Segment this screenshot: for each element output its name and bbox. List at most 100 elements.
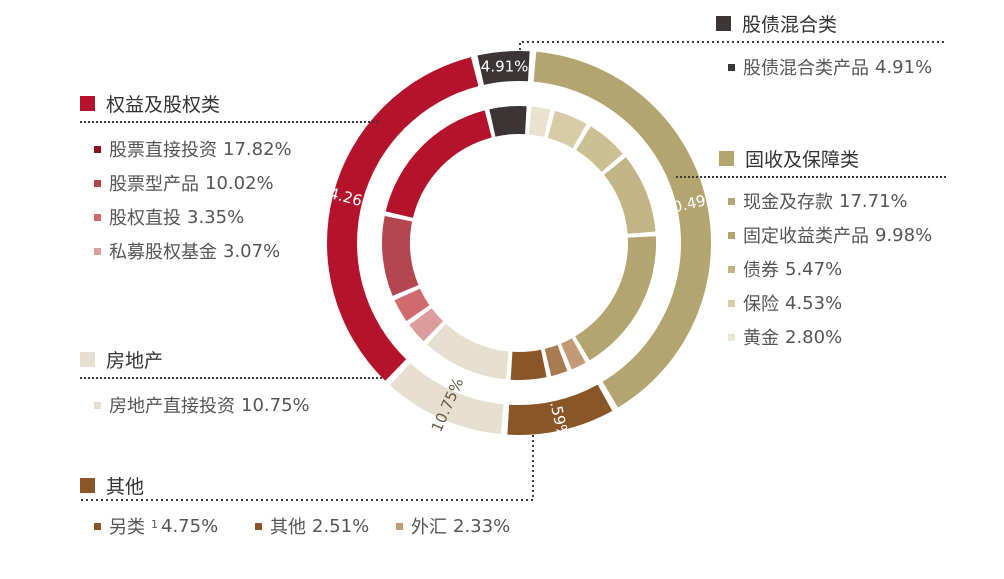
legend-item-swatch [94,213,101,221]
inner-segment-other-7 [544,344,568,377]
inner-segment-fixed-5 [575,236,656,361]
legend-item-swatch [396,522,403,530]
legend-item-swatch [728,333,735,341]
legend-item-value: 5.47% [785,258,843,280]
legend-item-label: 私募股权基金 [109,242,217,263]
inner-segment-realty-9 [427,323,509,380]
legend-group-header: 其他 [80,472,144,499]
legend-item-value: 4.75% [161,515,219,537]
legend-group-mixed: 股债混合类 [716,10,837,37]
legend-item-swatch [94,522,101,530]
inner-segment-fixed-3 [576,126,623,172]
inner-segment-other-8 [510,349,547,381]
legend-item-label: 股票直接投资 [109,140,217,161]
legend-item-label: 股债混合类产品 [743,58,869,79]
footnote-marker: 1 [151,517,158,531]
legend-item-swatch [94,179,101,187]
legend-item-value: 17.71% [839,190,908,212]
legend-item-mixed-product: 股债混合类产品 4.91% [728,54,932,80]
legend-item-fx: 外汇 2.33% [396,513,510,539]
legend-item-swatch [255,522,262,530]
legend-item-value: 3.35% [187,206,245,228]
outer-segment-equity-4 [327,57,479,381]
legend-item-stock-direct: 股票直接投资 17.82% [94,136,292,162]
legend-item-label: 现金及存款 [743,192,833,213]
legend-group-title: 房地产 [106,350,164,372]
inner-segment-fixed-1 [528,106,551,137]
legend-swatch [716,16,731,31]
legend-item-swatch [728,265,735,273]
legend-group-fixed: 固收及保障类 [719,145,859,172]
legend-swatch [80,96,95,111]
legend-group-header: 房地产 [80,346,163,373]
inner-segment-equity-13 [385,110,492,218]
inner-segment-other-6 [561,338,586,370]
legend-item-other: 其他 2.51% [255,513,369,539]
legend-item-cash: 现金及存款 17.71% [728,188,908,214]
inner-segment-mixed-0 [489,106,527,137]
legend-item-fixed-income: 固定收益类产品 9.98% [728,222,932,248]
legend-item-private-equity: 私募股权基金 3.07% [94,238,280,264]
legend-divider-realty [80,377,382,379]
legend-item-insurance: 保险 4.53% [728,290,842,316]
legend-item-bonds: 债券 5.47% [728,256,842,282]
legend-item-value: 10.75% [241,394,310,416]
legend-item-equity-direct: 股权直投 3.35% [94,204,244,230]
outer-segment-realty-3 [390,363,504,435]
legend-item-value: 4.53% [785,292,843,314]
legend-item-value: 2.51% [312,515,370,537]
legend-item-value: 9.98% [875,224,933,246]
inner-segment-equity-11 [394,288,430,322]
legend-item-label: 房地产直接投资 [109,396,235,417]
legend-swatch [80,478,95,493]
legend-group-title: 股债混合类 [742,14,838,36]
legend-item-label: 另类 [109,517,145,538]
legend-swatch [80,352,95,367]
legend-item-label: 股票型产品 [109,174,199,195]
legend-group-title: 权益及股权类 [106,94,221,116]
leader-line-other [80,430,534,501]
legend-item-value: 4.91% [875,56,933,78]
legend-item-label: 外汇 [411,517,447,538]
legend-item-swatch [94,247,101,255]
inner-ring [381,106,656,381]
outer-segment-mixed-0 [477,51,530,85]
legend-group-realty: 房地产 [80,346,163,373]
legend-item-value: 17.82% [223,138,292,160]
outer-segment-other-2 [507,384,613,435]
legend-group-title: 其他 [106,476,145,498]
legend-item-value: 2.80% [785,326,843,348]
legend-divider-fixed [676,176,946,178]
outer-label-mixed: 4.91% [481,58,529,76]
legend-item-realty-direct: 房地产直接投资 10.75% [94,392,310,418]
legend-item-label: 黄金 [743,328,779,349]
legend-item-stock-products: 股票型产品 10.02% [94,170,274,196]
legend-item-swatch [728,197,735,205]
legend-group-equity: 权益及股权类 [80,90,220,117]
inner-segment-equity-10 [409,308,444,342]
leader-line-mixed [519,41,945,65]
legend-item-label: 其他 [270,517,306,538]
outer-ring [327,51,712,435]
legend-item-value: 10.02% [205,172,274,194]
legend-divider-equity [80,121,378,123]
legend-item-swatch [728,299,735,307]
legend-item-gold: 黄金 2.80% [728,324,842,350]
inner-segment-equity-12 [381,216,419,296]
legend-item-swatch [94,401,101,409]
outer-segment-fixed-1 [533,51,712,408]
inner-segment-fixed-4 [604,157,656,234]
legend-item-value: 3.07% [223,240,281,262]
inner-segment-fixed-2 [547,110,587,149]
legend-item-label: 固定收益类产品 [743,226,869,247]
legend-item-swatch [728,231,735,239]
legend-group-header: 权益及股权类 [80,90,220,117]
legend-swatch [719,151,734,166]
legend-group-other: 其他 [80,472,144,499]
legend-item-alternative: 另类 1 4.75% [94,513,218,539]
leader-lines [80,41,945,501]
legend-item-swatch [94,145,101,153]
legend-group-header: 股债混合类 [716,10,837,37]
legend-item-label: 股权直投 [109,208,181,229]
